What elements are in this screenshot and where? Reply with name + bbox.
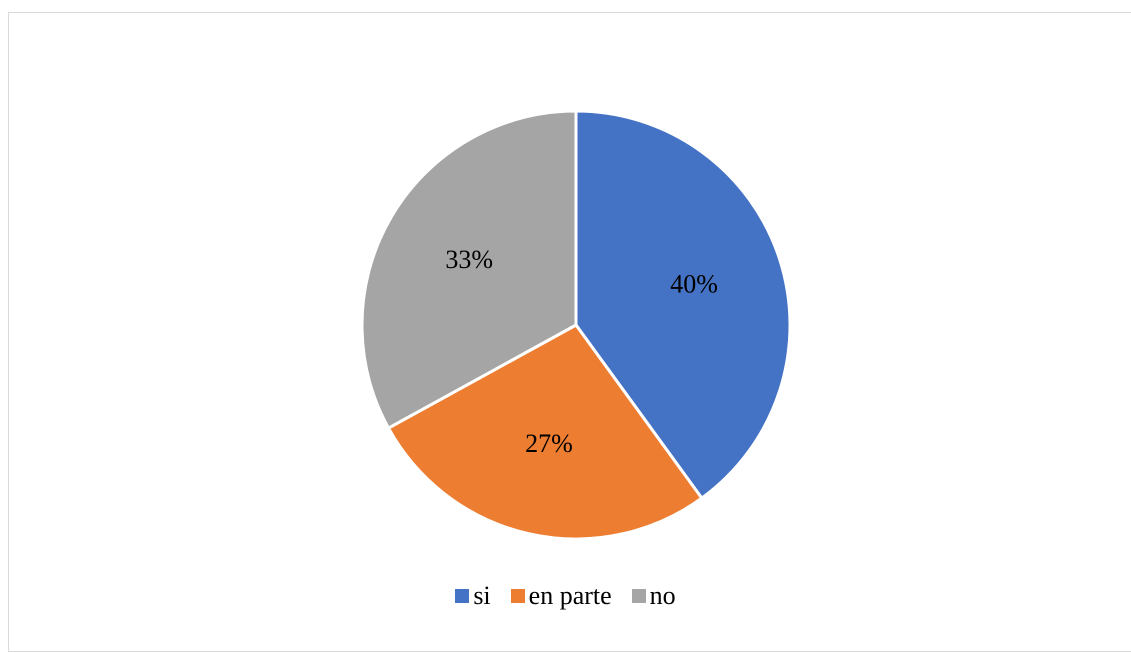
pie-slice-en-parte: [386, 323, 704, 541]
pie-slice-si: [574, 109, 792, 501]
legend-label-si: si: [473, 581, 491, 610]
legend-item-no: no: [631, 581, 676, 611]
data-label-en-parte: 27%: [525, 429, 573, 458]
legend-label-no: no: [649, 581, 676, 610]
chart-legend: si en parte no: [0, 578, 1131, 614]
legend-swatch-si: [455, 589, 470, 603]
data-label-si: 40%: [670, 270, 718, 299]
legend-item-si: si: [455, 581, 491, 611]
legend-swatch-en-parte: [510, 589, 525, 603]
legend-label-en-parte: en parte: [528, 581, 612, 610]
data-label-no: 33%: [445, 245, 493, 274]
pie-chart: 40% 27% 33%: [360, 109, 792, 541]
legend-item-en-parte: en parte: [510, 581, 612, 611]
pie-slice-no: [360, 109, 578, 431]
legend-swatch-no: [631, 589, 646, 603]
